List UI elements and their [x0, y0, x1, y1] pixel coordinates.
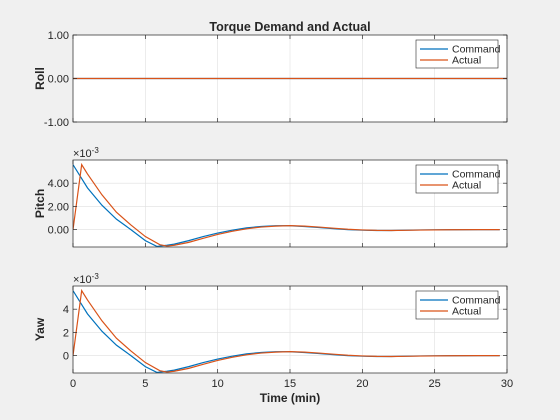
y-axis-label-pitch: Pitch — [33, 189, 47, 218]
y-tick-label: -1.00 — [44, 117, 69, 129]
legend-entry-command: Command — [452, 295, 501, 307]
legend-entry-actual: Actual — [452, 306, 481, 318]
y-tick-label: 4 — [63, 304, 69, 316]
x-tick-label: 30 — [501, 378, 513, 390]
x-tick-label: 20 — [356, 378, 368, 390]
x-tick-label: 15 — [284, 378, 296, 390]
y-axis-label-yaw: Yaw — [33, 317, 47, 341]
y-tick-label: 4.00 — [48, 178, 69, 190]
y-tick-label: 0.00 — [48, 74, 69, 86]
legend-box — [415, 164, 499, 194]
x-tick-label: 10 — [212, 378, 224, 390]
legend-box — [415, 39, 499, 69]
x-tick-label: 5 — [142, 378, 148, 390]
y-tick-label: 0 — [63, 351, 69, 363]
legend-box — [415, 290, 499, 320]
series-line-actual — [73, 162, 500, 247]
chart-title: Torque Demand and Actual — [209, 20, 370, 34]
y-exponent-label: ×10-3 — [73, 272, 99, 286]
legend-entry-actual: Actual — [452, 180, 481, 192]
y-exponent-label: ×10-3 — [73, 146, 99, 160]
legend-entry-actual: Actual — [452, 55, 481, 67]
y-tick-label: 0.00 — [48, 225, 69, 237]
series-line-actual — [73, 288, 500, 373]
x-tick-label: 0 — [70, 378, 76, 390]
y-tick-label: 1.00 — [48, 30, 69, 42]
y-tick-label: 2 — [63, 327, 69, 339]
y-axis-label-roll: Roll — [33, 67, 47, 90]
legend-entry-command: Command — [452, 169, 501, 181]
legend-entry-command: Command — [452, 44, 501, 56]
x-axis-label: Time (min) — [260, 391, 320, 405]
y-tick-label: 2.00 — [48, 201, 69, 213]
x-tick-label: 25 — [429, 378, 441, 390]
